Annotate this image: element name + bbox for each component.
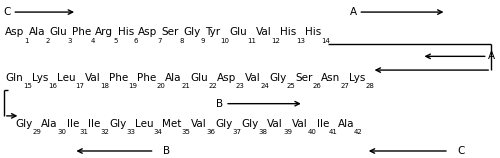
Text: A: A (350, 7, 356, 17)
Text: 18: 18 (100, 83, 109, 89)
Text: Gly: Gly (184, 27, 201, 37)
Text: B: B (216, 99, 224, 109)
Text: 24: 24 (260, 83, 269, 89)
Text: 8: 8 (179, 38, 184, 44)
Text: Ala: Ala (29, 27, 46, 37)
Text: 5: 5 (114, 38, 117, 44)
Text: 23: 23 (236, 83, 245, 89)
Text: 27: 27 (340, 83, 349, 89)
Text: Lys: Lys (349, 73, 366, 83)
Text: Lys: Lys (32, 73, 48, 83)
Text: 13: 13 (296, 38, 306, 44)
Text: 2: 2 (46, 38, 50, 44)
Text: 7: 7 (158, 38, 162, 44)
Text: 37: 37 (232, 129, 241, 135)
Text: Gly: Gly (242, 118, 258, 129)
Text: 17: 17 (76, 83, 84, 89)
Text: 21: 21 (182, 83, 190, 89)
Text: C: C (4, 7, 11, 17)
Text: 11: 11 (247, 38, 256, 44)
Text: 32: 32 (100, 129, 109, 135)
Text: Val: Val (292, 118, 308, 129)
Text: 10: 10 (220, 38, 230, 44)
Text: 20: 20 (156, 83, 166, 89)
Text: Gly: Gly (16, 118, 32, 129)
Text: 1: 1 (24, 38, 29, 44)
Text: 34: 34 (154, 129, 162, 135)
Text: Asn: Asn (321, 73, 340, 83)
Text: 33: 33 (126, 129, 135, 135)
Text: Ile: Ile (88, 118, 101, 129)
Text: 40: 40 (308, 129, 316, 135)
Text: Phe: Phe (72, 27, 91, 37)
Text: 25: 25 (286, 83, 295, 89)
Text: 16: 16 (48, 83, 57, 89)
Text: B: B (164, 146, 170, 156)
Text: Val: Val (245, 73, 260, 83)
Text: Gly: Gly (109, 118, 126, 129)
Text: Ile: Ile (316, 118, 329, 129)
Text: Phe: Phe (109, 73, 128, 83)
Text: Ala: Ala (165, 73, 182, 83)
Text: His: His (306, 27, 322, 37)
Text: 42: 42 (354, 129, 363, 135)
Text: His: His (280, 27, 296, 37)
Text: Arg: Arg (96, 27, 114, 37)
Text: Glu: Glu (229, 27, 247, 37)
Text: Ile: Ile (66, 118, 79, 129)
Text: Ser: Ser (162, 27, 179, 37)
Text: 35: 35 (182, 129, 190, 135)
Text: 3: 3 (68, 38, 72, 44)
Text: Glu: Glu (50, 27, 68, 37)
Text: Leu: Leu (57, 73, 76, 83)
Text: Ala: Ala (42, 118, 58, 129)
Text: Glu: Glu (190, 73, 208, 83)
Text: 29: 29 (32, 129, 42, 135)
Text: 28: 28 (366, 83, 374, 89)
Text: Ser: Ser (295, 73, 312, 83)
Text: C: C (458, 146, 465, 156)
Text: Gly: Gly (215, 118, 232, 129)
Text: 31: 31 (79, 129, 88, 135)
Text: 12: 12 (272, 38, 280, 44)
Text: Phe: Phe (138, 73, 156, 83)
Text: 15: 15 (23, 83, 32, 89)
Text: 30: 30 (58, 129, 66, 135)
Text: 26: 26 (312, 83, 321, 89)
Text: Asp: Asp (217, 73, 236, 83)
Text: 22: 22 (208, 83, 217, 89)
Text: 4: 4 (91, 38, 96, 44)
Text: 14: 14 (322, 38, 330, 44)
Text: Val: Val (268, 118, 283, 129)
Text: Tyr: Tyr (206, 27, 220, 37)
Text: 39: 39 (283, 129, 292, 135)
Text: Val: Val (190, 118, 206, 129)
Text: Val: Val (84, 73, 100, 83)
Text: Ala: Ala (338, 118, 354, 129)
Text: Gly: Gly (269, 73, 286, 83)
Text: Leu: Leu (135, 118, 154, 129)
Text: 41: 41 (329, 129, 338, 135)
Text: A: A (488, 51, 495, 61)
Text: Val: Val (256, 27, 272, 37)
Text: Asp: Asp (6, 27, 25, 37)
Text: 36: 36 (206, 129, 215, 135)
Text: 19: 19 (128, 83, 138, 89)
Text: 6: 6 (134, 38, 138, 44)
Text: 38: 38 (258, 129, 268, 135)
Text: Asp: Asp (138, 27, 158, 37)
Text: 9: 9 (201, 38, 205, 44)
Text: His: His (118, 27, 134, 37)
Text: Gln: Gln (6, 73, 23, 83)
Text: Met: Met (162, 118, 182, 129)
